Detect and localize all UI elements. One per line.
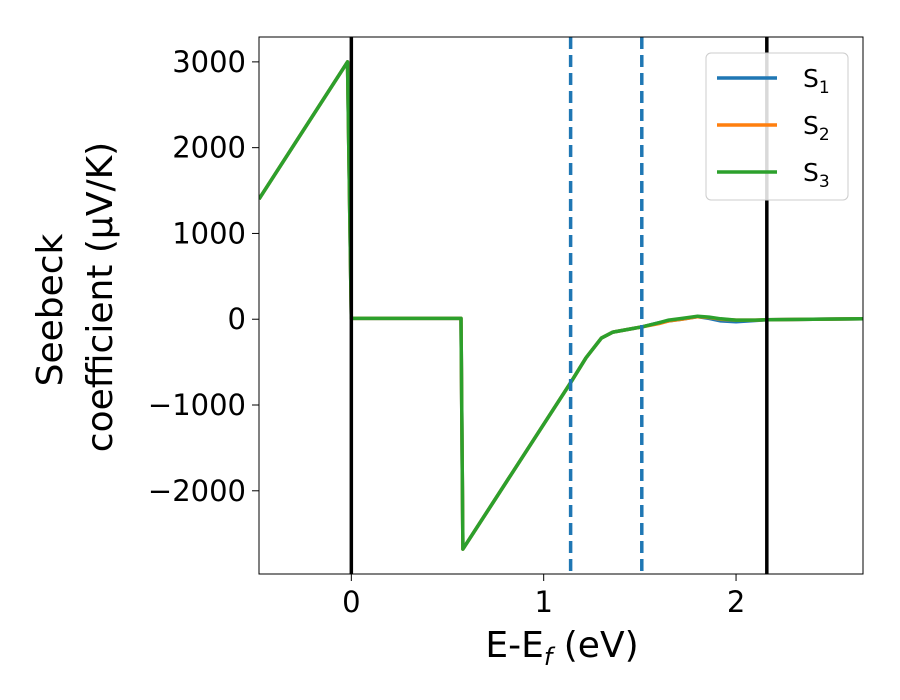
series-group xyxy=(259,60,863,551)
y-tick-label: −2000 xyxy=(148,474,246,508)
legend-label-base: S xyxy=(803,64,819,93)
legend-label-subscript: 1 xyxy=(819,78,830,98)
legend-label-s2: S2 xyxy=(803,111,830,145)
x-tick-label: 2 xyxy=(727,585,745,619)
legend-label-subscript: 2 xyxy=(819,125,830,145)
y-axis-label-line2: coefficient (μV/K) xyxy=(80,142,121,452)
legend-label-subscript: 3 xyxy=(819,172,830,192)
legend-label-s1: S1 xyxy=(803,64,830,98)
x-tick-label: 1 xyxy=(534,585,552,619)
y-axis-label-line1: Seebeck xyxy=(30,233,71,386)
y-tick-label: 3000 xyxy=(172,45,246,79)
legend-label-base: S xyxy=(803,158,819,187)
x-tick-label: 0 xyxy=(342,585,360,619)
series-line-s3 xyxy=(259,60,863,551)
y-tick-label: 2000 xyxy=(172,131,246,165)
y-tick-label: 1000 xyxy=(172,216,246,250)
y-axis-label: Seebeck coefficient (μV/K) xyxy=(30,142,121,452)
x-axis-label-main: E-E xyxy=(485,625,543,666)
x-axis-label: E-Ef (eV) xyxy=(485,625,638,671)
y-tick-label: −1000 xyxy=(148,388,246,422)
legend-label-s3: S3 xyxy=(803,158,830,192)
svg-text:E-Ef (eV): E-Ef (eV) xyxy=(485,625,638,671)
x-axis-label-unit: (eV) xyxy=(552,625,638,666)
legend-label-base: S xyxy=(803,111,819,140)
plot-frame xyxy=(258,36,864,575)
y-tick-label: 0 xyxy=(228,302,246,336)
